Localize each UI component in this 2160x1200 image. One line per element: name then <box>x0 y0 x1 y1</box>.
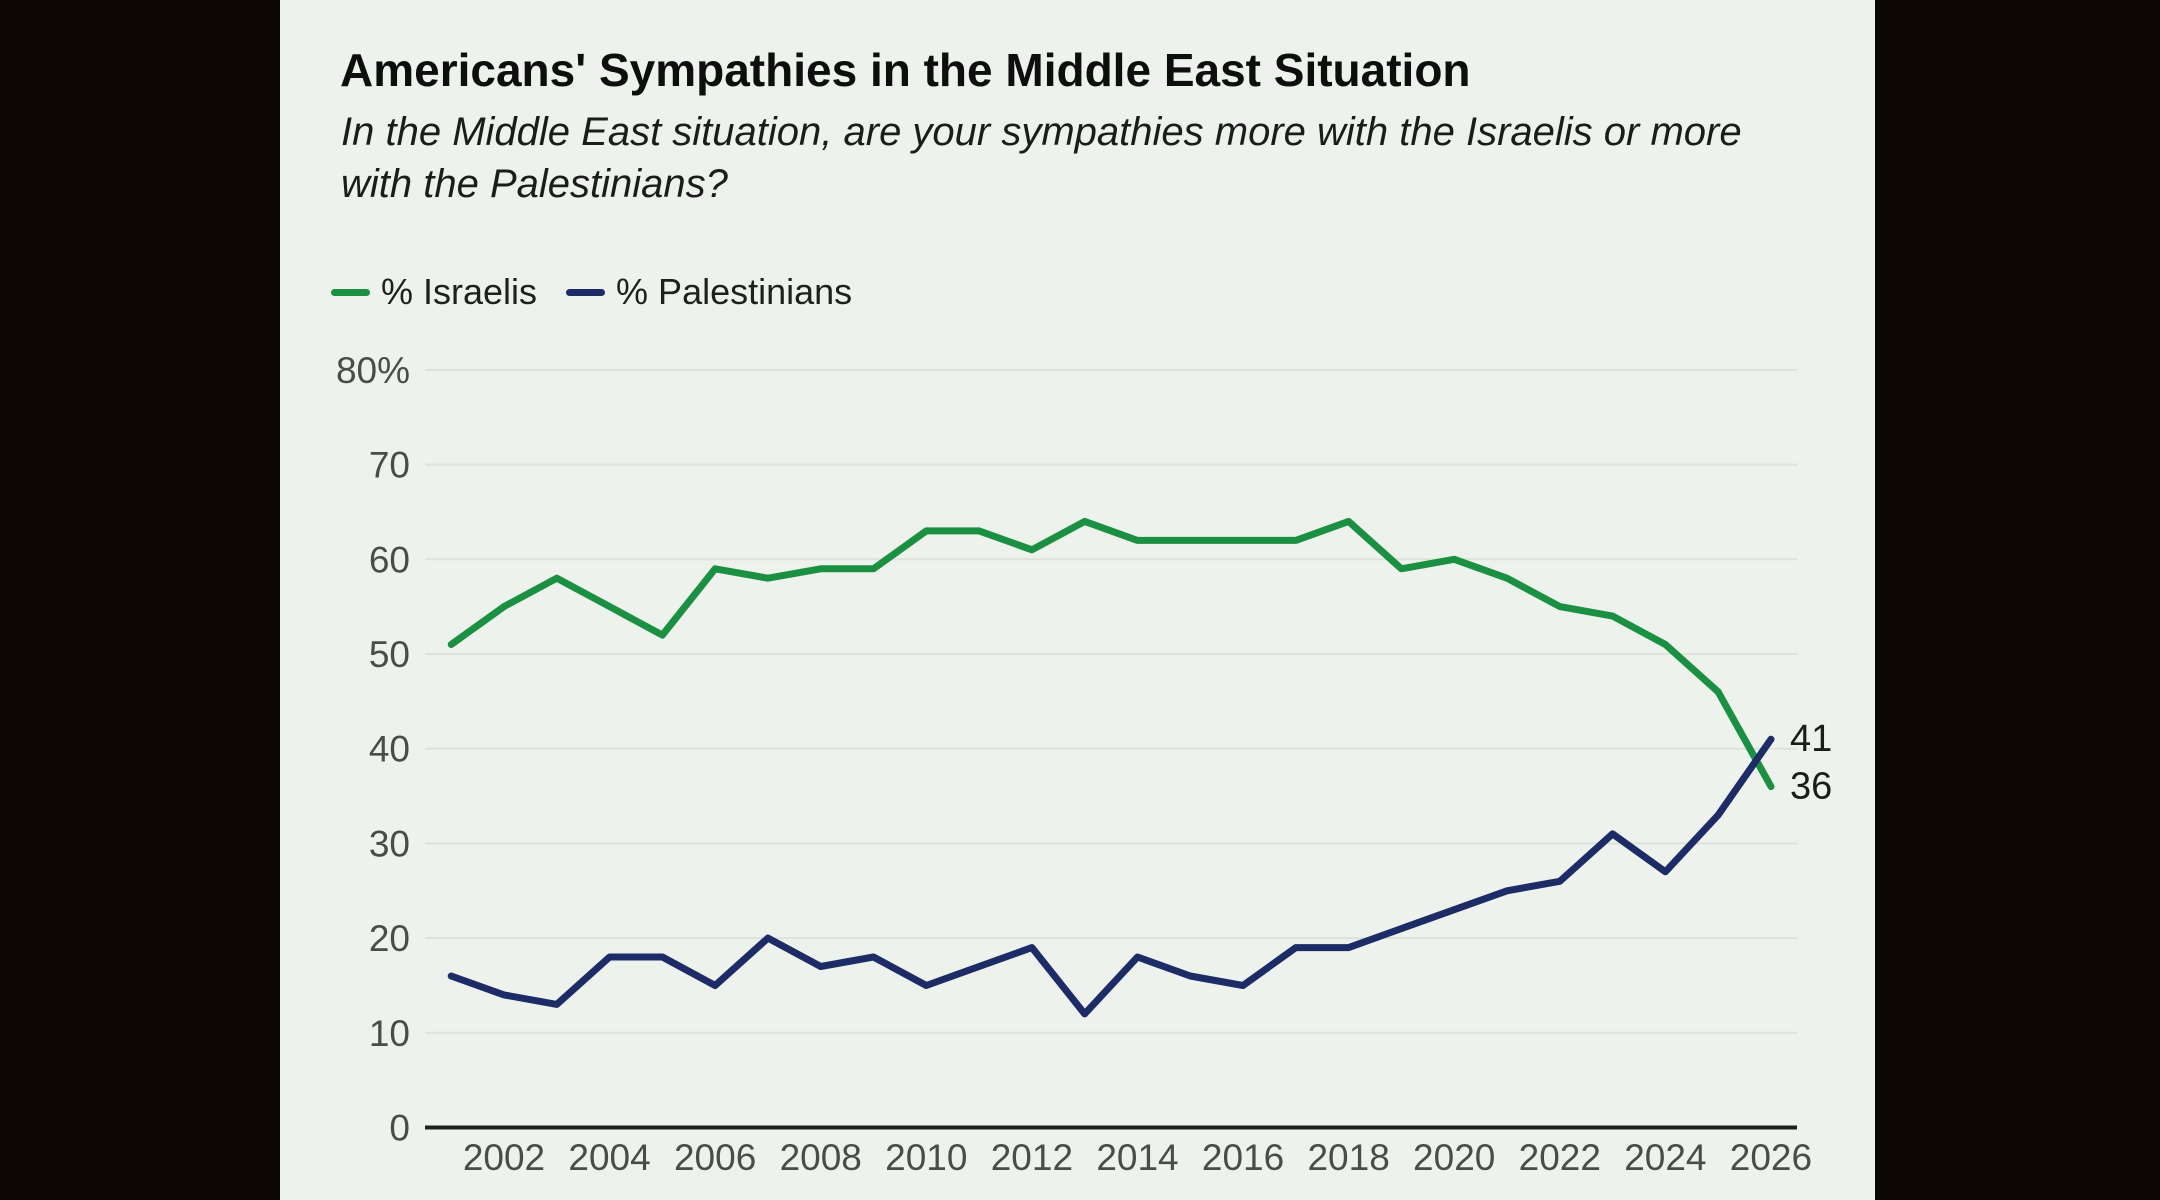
sympathies-line-chart: 0 10 20 30 40 50 60 70 80% 2002 2004 2006 2008 2010 20… <box>336 350 1832 1178</box>
x-tick-label-2004: 2004 <box>568 1137 650 1178</box>
y-tick-label-30: 30 <box>369 823 410 864</box>
x-tick-label-2014: 2014 <box>1096 1137 1178 1178</box>
x-tick-label-2002: 2002 <box>463 1137 545 1178</box>
subtitle-line-2: with the Palestinians? <box>341 162 728 206</box>
end-value-label-41: 41 <box>1790 718 1832 760</box>
series-line-israelis <box>447 517 1775 791</box>
legend-item-israelis: % Israelis <box>331 271 537 313</box>
letterbox-right <box>1875 0 2160 1200</box>
chart-panel: Americans' Sympathies in the Middle East… <box>280 0 1875 1200</box>
series-line-palestinians <box>447 735 1775 1018</box>
y-tick-label-50: 50 <box>369 634 410 675</box>
y-tick-label-60: 60 <box>369 539 410 580</box>
y-tick-label-20: 20 <box>369 918 410 959</box>
palestinians-line-swatch <box>566 288 606 296</box>
x-tick-label-2012: 2012 <box>991 1137 1073 1178</box>
end-value-label-36: 36 <box>1790 766 1832 808</box>
x-tick-label-2018: 2018 <box>1307 1137 1389 1178</box>
y-tick-label-10: 10 <box>369 1013 410 1054</box>
legend-label-palestinians: % Palestinians <box>616 271 853 312</box>
x-tick-label-2022: 2022 <box>1519 1137 1601 1178</box>
legend-label-israelis: % Israelis <box>381 271 538 312</box>
x-tick-label-2020: 2020 <box>1413 1137 1495 1178</box>
y-tick-label-70: 70 <box>369 445 410 486</box>
chart-subtitle: In the Middle East situation, are your s… <box>341 106 1742 210</box>
legend-item-palestinians: % Palestinians <box>566 271 852 313</box>
x-tick-label-2010: 2010 <box>885 1137 967 1178</box>
x-tick-label-2016: 2016 <box>1202 1137 1284 1178</box>
y-tick-label-80: 80% <box>336 350 410 391</box>
page-title: Americans' Sympathies in the Middle East… <box>340 44 1471 96</box>
israelis-line-swatch <box>331 288 370 296</box>
subtitle-line-1: In the Middle East situation, are your s… <box>341 110 1742 154</box>
chart-legend: % Israelis % Palestinians <box>331 270 852 314</box>
y-tick-label-0: 0 <box>389 1108 410 1149</box>
letterbox-left <box>0 0 280 1200</box>
x-tick-label-2024: 2024 <box>1624 1137 1706 1178</box>
x-tick-label-2026: 2026 <box>1730 1137 1812 1178</box>
x-tick-label-2006: 2006 <box>674 1137 756 1178</box>
x-tick-label-2008: 2008 <box>780 1137 862 1178</box>
y-tick-label-40: 40 <box>369 729 410 770</box>
